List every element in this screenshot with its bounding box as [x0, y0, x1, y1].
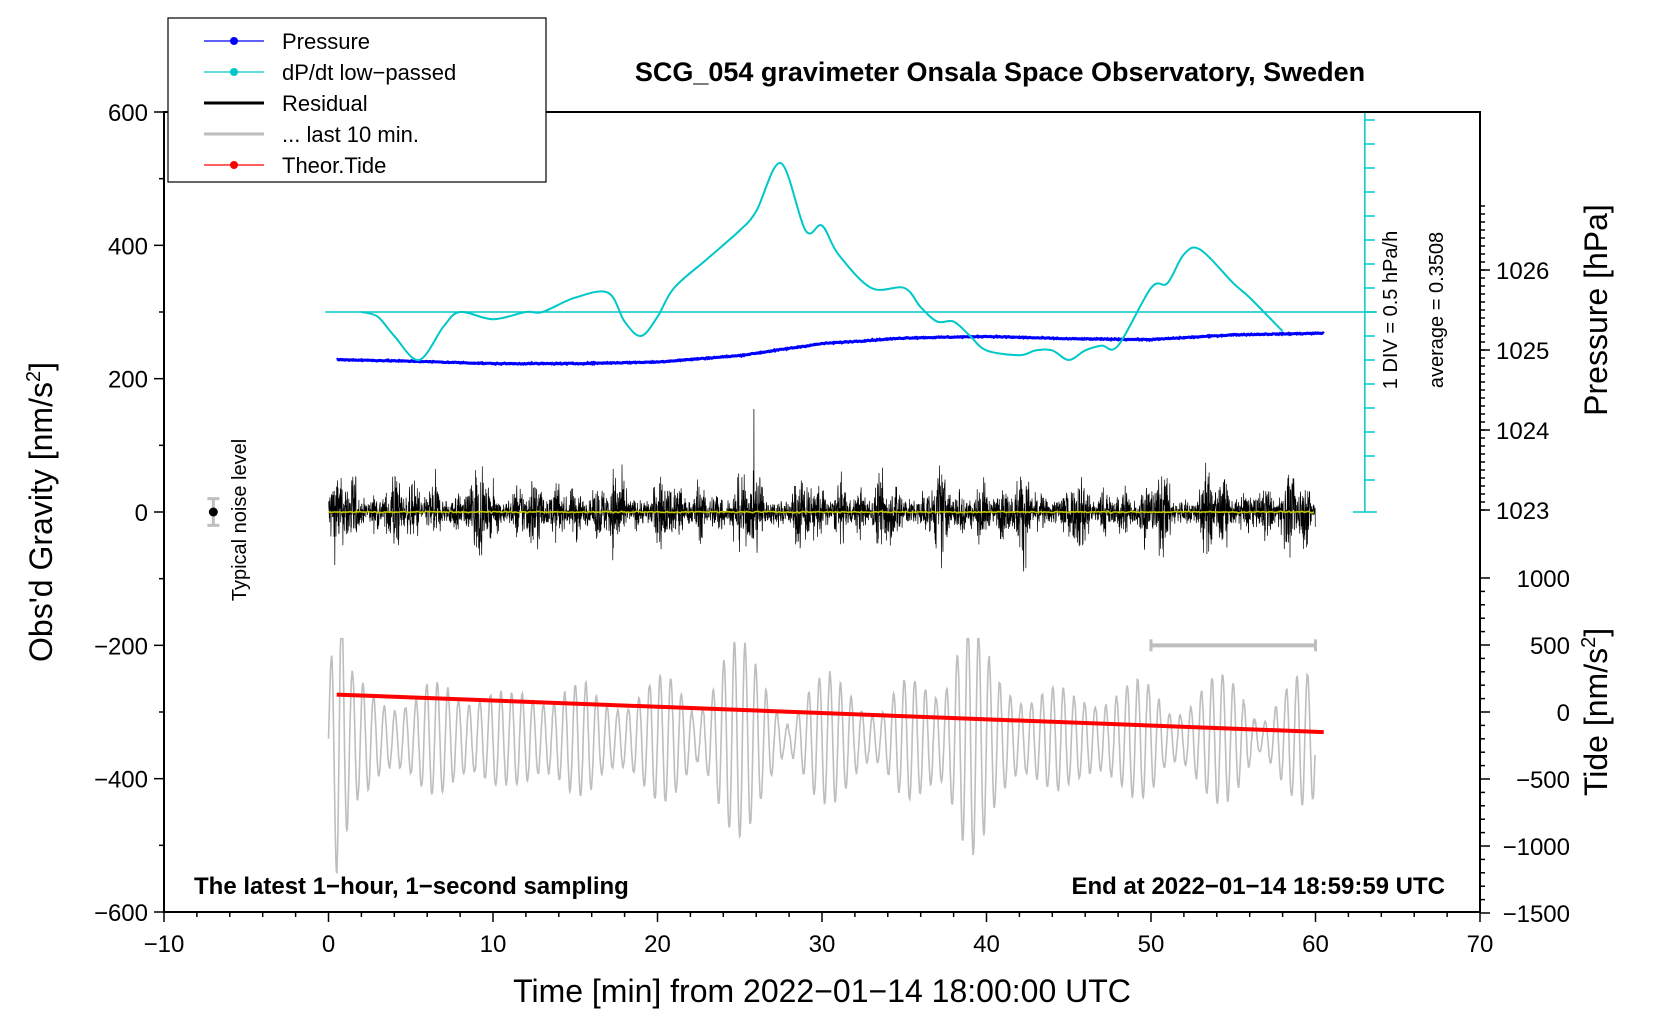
pressure-line: [336, 331, 1325, 367]
legend-label: Pressure: [282, 29, 370, 54]
annotation-sampling: The latest 1−hour, 1−second sampling: [194, 873, 629, 900]
x-tick-label: 20: [644, 931, 671, 958]
legend-label: dP/dt low−passed: [282, 60, 456, 85]
x-tick-label: −10: [144, 931, 185, 958]
x-tick-label: 50: [1138, 931, 1165, 958]
tide-line: [336, 692, 1324, 735]
y-left-tick-label: 600: [108, 100, 148, 127]
y-tide-tick-label: −1500: [1503, 901, 1570, 928]
y-left-tick-label: −200: [94, 633, 148, 660]
y-axis-label-left: Obs'd Gravity [nm/s2]: [23, 362, 59, 662]
y-pressure-tick-label: 1026: [1496, 258, 1549, 285]
y-axis-label-pressure: Pressure [hPa]: [1578, 204, 1614, 416]
series-layer: [207, 162, 1325, 875]
x-tick-label: 70: [1467, 931, 1494, 958]
y-tide-tick-label: 0: [1557, 700, 1570, 727]
y-label-tide-text: Tide [nm/s: [1578, 648, 1614, 796]
x-tick-label: 0: [322, 931, 335, 958]
y-label-left-text: Obs'd Gravity [nm/s: [23, 382, 59, 662]
legend-label: ... last 10 min.: [282, 122, 419, 147]
y-pressure-tick-label: 1024: [1496, 418, 1549, 445]
chart-title: SCG_054 gravimeter Onsala Space Observat…: [635, 57, 1365, 87]
x-tick-label: 30: [809, 931, 836, 958]
y-tide-tick-label: −1000: [1503, 834, 1570, 861]
noise-level-marker: [208, 507, 218, 517]
y-pressure-tick-label: 1025: [1496, 338, 1549, 365]
legend-label: Theor.Tide: [282, 153, 386, 178]
y-label-tide-sup: 2: [1578, 637, 1600, 648]
y-left-tick-label: 200: [108, 367, 148, 394]
annotation-noise-level: Typical noise level: [229, 439, 251, 601]
residual-smoothed-line: [328, 510, 1315, 514]
y-axis-label-tide: Tide [nm/s2]: [1578, 628, 1614, 796]
legend-box: [167, 17, 547, 183]
y-tide-tick-label: 500: [1530, 633, 1570, 660]
x-tick-label: 40: [973, 931, 1000, 958]
x-tick-label: 10: [480, 931, 507, 958]
x-tick-label: 60: [1302, 931, 1329, 958]
legend: Pressure dP/dt low−passed Residual ... last…: [167, 17, 547, 183]
dpdt-line: [361, 162, 1284, 362]
residual-line: [328, 408, 1316, 572]
y-label-tide-close: ]: [1578, 628, 1614, 637]
legend-marker: [230, 161, 238, 169]
legend-marker: [230, 37, 238, 45]
y-left-tick-label: 400: [108, 233, 148, 260]
annotation-dpdt-scale: 1 DIV = 0.5 hPa/h: [1380, 231, 1402, 389]
y-tide-tick-label: −500: [1516, 767, 1570, 794]
y-label-left-sup: 2: [23, 371, 45, 382]
y-left-tick-label: 0: [135, 500, 148, 527]
x-axis-label: Time [min] from 2022−01−14 18:00:00 UTC: [513, 973, 1131, 1009]
axes: −10 0 10 20 30 40 50 60 70 600 400 200 0 −200 −400 −600…: [94, 100, 1570, 958]
annotation-dpdt-average: average = 0.3508: [1426, 232, 1448, 388]
annotation-end-time: End at 2022−01−14 18:59:59 UTC: [1071, 873, 1445, 900]
y-label-left-close: ]: [23, 362, 59, 371]
y-tide-tick-label: 1000: [1517, 566, 1570, 593]
legend-label: Residual: [282, 91, 368, 116]
y-left-tick-label: −400: [94, 767, 148, 794]
y-pressure-tick-label: 1023: [1496, 498, 1549, 525]
reference-lines: [325, 112, 1377, 513]
legend-marker: [230, 68, 238, 76]
y-left-tick-label: −600: [94, 900, 148, 927]
